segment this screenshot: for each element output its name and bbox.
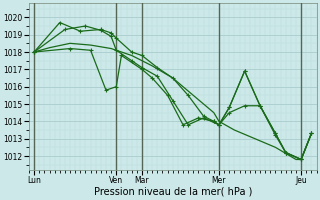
X-axis label: Pression niveau de la mer( hPa ): Pression niveau de la mer( hPa ) bbox=[93, 187, 252, 197]
